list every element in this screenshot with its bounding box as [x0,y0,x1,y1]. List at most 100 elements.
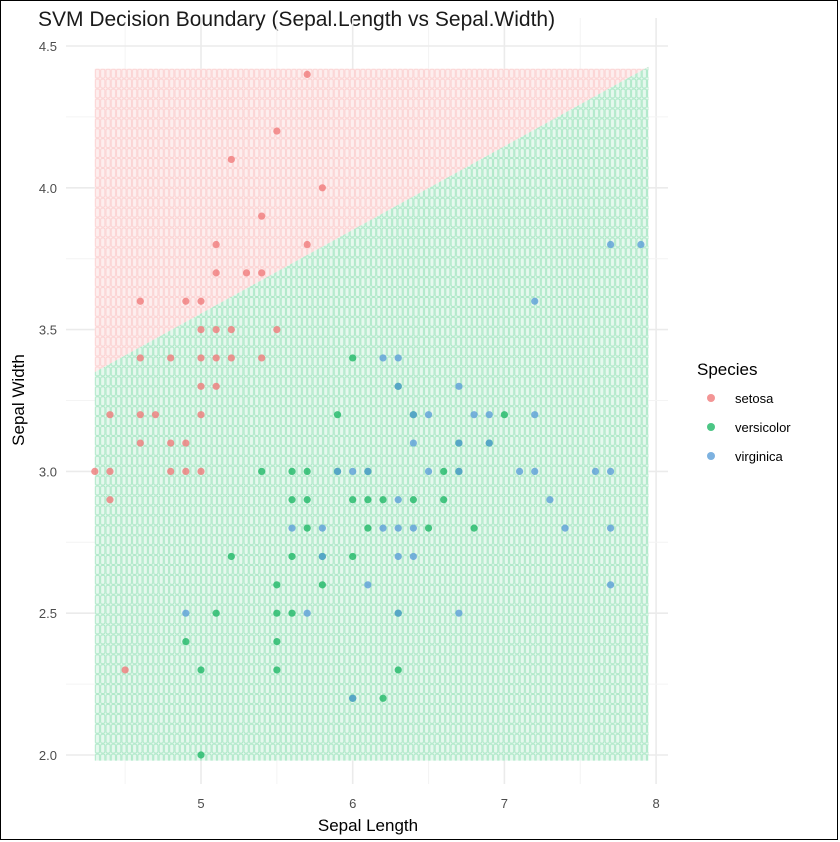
point-versicolor [197,751,205,759]
point-virginica [394,552,402,561]
point-setosa [167,439,175,447]
point-versicolor [349,496,357,504]
point-virginica [455,382,463,390]
point-setosa [91,467,99,475]
point-virginica [455,439,463,447]
point-virginica [182,609,190,617]
point-virginica [485,411,493,419]
point-setosa [106,411,114,419]
point-setosa [106,467,114,475]
y-tick-label: 2.0 [39,748,57,763]
point-virginica [288,524,296,532]
point-virginica [394,382,402,390]
point-virginica [379,524,387,532]
x-tick-label: 7 [501,796,508,811]
point-virginica [409,439,417,447]
point-versicolor [470,524,478,532]
point-setosa [151,411,160,419]
point-versicolor [288,609,296,617]
axis-ticks: 5 6 7 8 2.0 2.5 3.0 3.5 4.0 4.5 [39,39,660,811]
point-setosa [182,439,190,447]
legend-label-virginica: virginica [735,449,783,464]
point-versicolor [303,524,311,532]
point-virginica [637,240,645,249]
point-setosa [303,240,311,249]
point-setosa [136,297,144,305]
point-virginica [394,354,402,362]
point-versicolor [288,552,296,561]
point-virginica [349,467,357,475]
y-tick-label: 3.5 [39,323,57,338]
point-virginica [349,694,357,702]
point-virginica [485,439,493,447]
point-setosa [227,155,235,164]
point-setosa [273,127,281,135]
point-versicolor [424,524,433,532]
point-virginica [379,354,387,362]
point-virginica [409,552,417,561]
point-versicolor [227,552,235,561]
point-setosa [136,411,144,419]
point-setosa [167,354,175,362]
point-versicolor [318,581,326,589]
point-versicolor [303,496,311,504]
point-setosa [258,212,266,220]
decision-region [94,66,649,761]
point-virginica [455,467,463,475]
point-setosa [197,382,205,390]
point-setosa [197,411,205,419]
point-versicolor [273,637,281,646]
point-setosa [227,354,235,362]
legend-label-versicolor: versicolor [735,420,791,435]
point-virginica [424,467,433,475]
y-tick-label: 4.5 [39,39,57,54]
point-virginica [394,496,402,504]
point-setosa [318,184,326,192]
point-versicolor [394,666,402,674]
point-virginica [561,524,569,532]
point-versicolor [258,467,266,475]
x-tick-label: 8 [652,796,659,811]
point-versicolor [288,496,296,504]
point-virginica [318,524,326,532]
point-versicolor [440,496,448,504]
point-virginica [470,411,478,419]
point-virginica [303,609,311,617]
point-versicolor [364,524,372,532]
point-setosa [182,467,190,475]
y-tick-label: 4.0 [39,181,57,196]
legend-key-virginica [707,452,715,460]
point-virginica [409,524,417,532]
point-versicolor [273,581,281,589]
legend-title: Species [697,360,757,379]
x-axis-label: Sepal Length [318,816,418,835]
point-versicolor [379,496,387,504]
point-versicolor [273,666,281,674]
point-virginica [394,524,402,532]
point-setosa [227,326,235,334]
point-virginica [591,467,600,475]
point-virginica [546,496,554,504]
y-tick-label: 3.0 [39,464,57,479]
point-setosa [136,354,144,362]
point-virginica [424,411,433,419]
point-setosa [197,354,205,362]
point-virginica [531,297,539,305]
point-setosa [212,382,220,390]
point-setosa [121,666,129,674]
point-versicolor [273,609,281,617]
point-versicolor [364,496,372,504]
point-setosa [106,496,114,504]
point-versicolor [500,411,508,419]
x-tick-label: 6 [349,796,356,811]
x-tick-label: 5 [197,796,204,811]
data-points [91,70,645,759]
point-setosa [258,354,266,362]
point-setosa [212,240,220,249]
point-virginica [455,609,463,617]
point-setosa [258,269,266,277]
point-virginica [531,411,539,419]
point-versicolor [333,411,342,419]
point-versicolor [349,552,357,561]
